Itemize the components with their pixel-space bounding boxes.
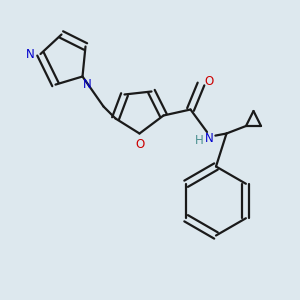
Text: N: N bbox=[205, 131, 214, 145]
Text: H: H bbox=[195, 134, 204, 147]
Text: O: O bbox=[204, 75, 213, 88]
Text: O: O bbox=[135, 138, 144, 152]
Text: N: N bbox=[26, 47, 34, 61]
Text: N: N bbox=[82, 77, 91, 91]
